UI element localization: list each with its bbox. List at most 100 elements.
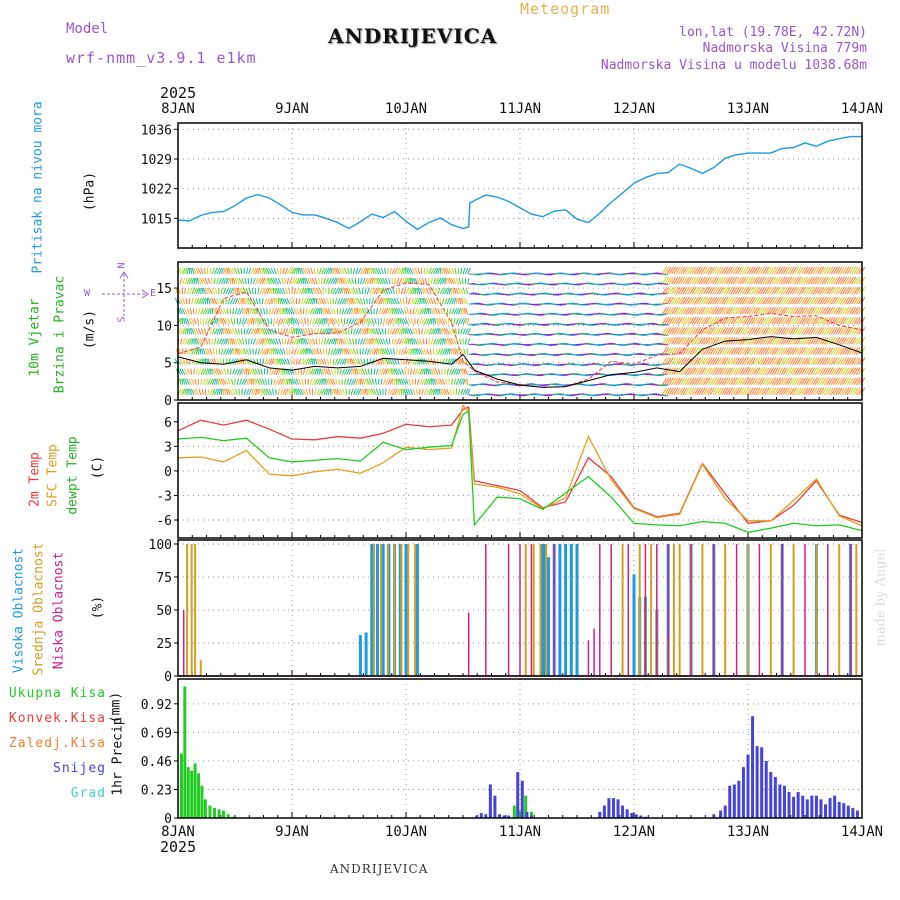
wind-barb bbox=[444, 297, 448, 305]
wind-barb bbox=[837, 296, 843, 305]
high-cloud-bar bbox=[364, 632, 368, 676]
wind-barb bbox=[842, 296, 848, 305]
snow-bar bbox=[607, 798, 611, 818]
wind-barb bbox=[771, 286, 777, 295]
wind-barb bbox=[396, 338, 400, 345]
snow-bar bbox=[525, 811, 529, 818]
wind-barb bbox=[309, 348, 313, 355]
wind-barb bbox=[303, 338, 307, 345]
wind-barb bbox=[855, 327, 861, 335]
wind-barb bbox=[326, 297, 329, 305]
wind-barb bbox=[331, 388, 334, 395]
y-tick-label: 50 bbox=[156, 604, 172, 619]
wind-barb bbox=[755, 347, 761, 355]
wind-barb bbox=[291, 348, 294, 355]
wind-barb bbox=[275, 348, 279, 355]
wind-barb bbox=[748, 327, 754, 335]
wind-barb bbox=[271, 328, 275, 335]
wind-barb bbox=[447, 318, 450, 325]
wind-barb bbox=[252, 318, 255, 325]
wind-barb bbox=[417, 267, 421, 275]
wind-barb bbox=[389, 348, 393, 355]
wind-barb bbox=[830, 286, 836, 295]
wind-barb bbox=[285, 287, 288, 295]
snow-bar bbox=[639, 815, 643, 818]
wind-barb bbox=[229, 368, 232, 375]
wind-barb bbox=[760, 266, 765, 275]
wind-barb bbox=[368, 388, 373, 395]
wind-barb bbox=[839, 286, 845, 295]
wind-barb bbox=[684, 377, 690, 385]
wind-barb bbox=[764, 367, 770, 375]
wind-barb bbox=[687, 377, 693, 385]
low-cloud-bar bbox=[667, 543, 669, 676]
wind-barb bbox=[293, 328, 296, 335]
wind-barb bbox=[311, 328, 314, 335]
wind-barb bbox=[227, 328, 231, 335]
wind-barb bbox=[691, 377, 697, 385]
low-cloud-bar bbox=[530, 543, 533, 676]
wind-barb bbox=[810, 286, 816, 295]
wind-barb bbox=[229, 328, 234, 335]
wind-barb bbox=[281, 358, 286, 365]
wind-barb bbox=[839, 276, 845, 285]
wind-barb bbox=[666, 317, 672, 325]
wind-barb bbox=[782, 266, 788, 275]
low-cloud-bar bbox=[467, 612, 470, 676]
wind-barb bbox=[782, 317, 788, 325]
wind-barb bbox=[735, 367, 740, 375]
wind-barb bbox=[789, 266, 795, 275]
wind-barb bbox=[244, 298, 247, 305]
wind-barb bbox=[725, 327, 731, 335]
wind-barb bbox=[302, 368, 306, 375]
wind-barb bbox=[748, 347, 754, 355]
wind-barb bbox=[460, 318, 465, 325]
wind-barb bbox=[705, 266, 711, 275]
mid-cloud-bar bbox=[393, 543, 396, 676]
wind-barb bbox=[719, 377, 724, 385]
wind-barb bbox=[851, 347, 857, 355]
wind-barb bbox=[721, 296, 727, 305]
wind-barb bbox=[416, 277, 421, 285]
wind-barb bbox=[837, 306, 843, 315]
wind-barb bbox=[700, 387, 706, 396]
wind-barb bbox=[739, 306, 745, 315]
wind-barb bbox=[257, 338, 262, 345]
wind-barb bbox=[741, 296, 747, 305]
wind-barb bbox=[391, 388, 396, 396]
wind-barb bbox=[391, 358, 396, 365]
wind-barb bbox=[794, 306, 800, 315]
wind-barb bbox=[673, 296, 679, 305]
wind-barb bbox=[714, 327, 720, 335]
wind-barb bbox=[193, 348, 198, 355]
wind-barb bbox=[332, 358, 335, 365]
wind-barb bbox=[675, 387, 681, 396]
wind-barb bbox=[356, 348, 359, 355]
wind-barb bbox=[280, 297, 284, 305]
wind-barb bbox=[412, 338, 416, 345]
wind-barb bbox=[277, 368, 281, 375]
snow-bar bbox=[787, 791, 791, 818]
wind-barb bbox=[307, 297, 312, 305]
wind-barb bbox=[332, 348, 337, 355]
wind-barb bbox=[250, 267, 255, 275]
wind-barb bbox=[343, 297, 348, 305]
wind-barb bbox=[453, 297, 457, 305]
wind-barb bbox=[837, 367, 843, 375]
wind-barb bbox=[801, 387, 807, 396]
wind-barb bbox=[346, 358, 349, 365]
wind-barb bbox=[423, 318, 428, 325]
wind-barb bbox=[855, 317, 861, 325]
wind-barb bbox=[374, 338, 377, 345]
legend-total-precip: Ukupna Kisa bbox=[8, 686, 106, 701]
wind-barb bbox=[693, 387, 699, 396]
wind-barb bbox=[291, 378, 295, 385]
wind-barb bbox=[261, 338, 265, 345]
wind-barb bbox=[307, 328, 311, 335]
mid-cloud-bar bbox=[621, 543, 624, 676]
wind-barb bbox=[193, 287, 198, 295]
total-precip-bar bbox=[200, 785, 204, 818]
wind-barb bbox=[257, 348, 261, 355]
wind-barb bbox=[455, 368, 460, 375]
wind-barb bbox=[390, 368, 393, 375]
